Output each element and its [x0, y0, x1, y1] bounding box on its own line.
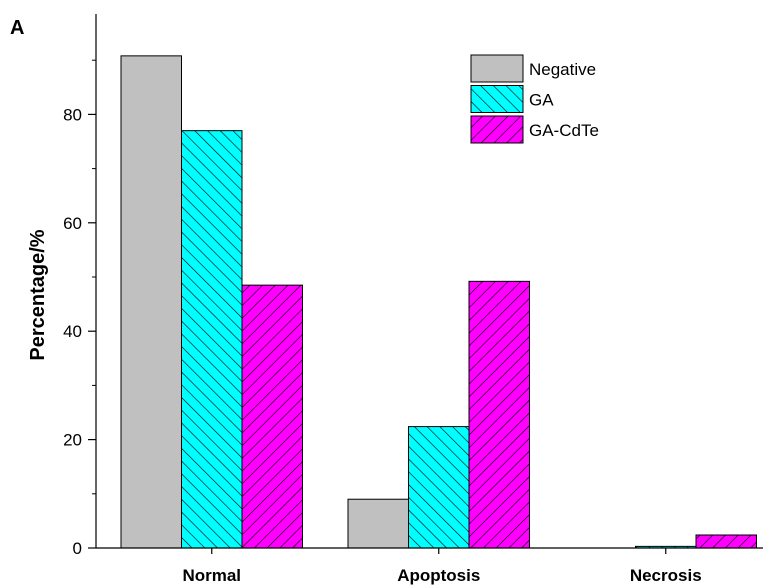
y-tick-label: 60 [63, 214, 82, 233]
panel-label: A [10, 17, 24, 39]
legend-swatch-ga-cdte [470, 115, 524, 144]
y-tick-label: 20 [63, 431, 82, 450]
x-category-label: Normal [182, 566, 241, 585]
bar-apoptosis-ga [408, 426, 470, 549]
legend-label: Negative [529, 60, 596, 79]
legend-label: GA-CdTe [529, 121, 599, 140]
bar-apoptosis-negative [347, 498, 409, 549]
bar-normal-negative [120, 55, 182, 549]
legend-swatch-ga [470, 85, 524, 113]
bar-normal-ga-cdte [241, 284, 303, 549]
y-axis-title: Percentage/% [27, 229, 49, 360]
bar-normal-ga [181, 130, 243, 549]
y-tick-label: 0 [73, 539, 82, 558]
y-ticks-group: 0 20 40 60 80 [63, 59, 96, 558]
y-tick-label: 40 [63, 322, 82, 341]
x-labels-group: Normal Apoptosis Necrosis [182, 548, 702, 585]
bars-group [120, 55, 757, 549]
axes-group [95, 14, 763, 549]
bar-apoptosis-ga-cdte [468, 280, 530, 549]
legend-label: GA [529, 91, 554, 110]
x-category-label: Necrosis [630, 566, 702, 585]
legend-swatch-negative [470, 54, 524, 83]
bar-necrosis-ga-cdte [695, 534, 757, 549]
y-tick-label: 80 [63, 105, 82, 124]
legend: Negative GA GA-CdTe [470, 54, 599, 144]
x-category-label: Apoptosis [397, 566, 480, 585]
